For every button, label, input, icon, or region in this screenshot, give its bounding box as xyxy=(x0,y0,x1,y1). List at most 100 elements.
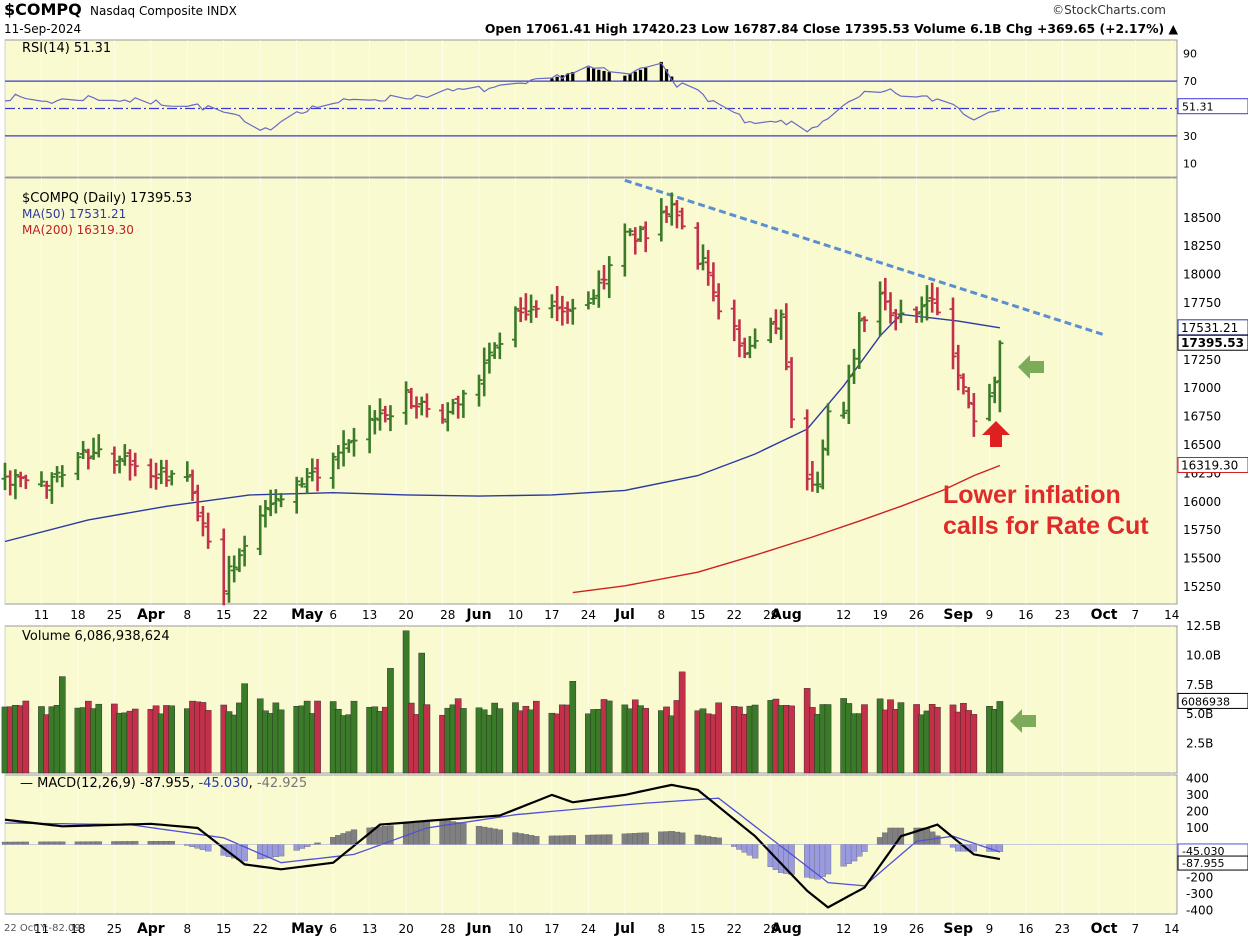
price-bar xyxy=(423,393,431,418)
x-tick-label: 6 xyxy=(329,608,337,622)
x-tick-label: 26 xyxy=(909,922,924,936)
price-tick-label: 17000 xyxy=(1183,381,1221,395)
annotations xyxy=(982,355,1044,733)
x-tick-label: 9 xyxy=(986,608,994,622)
price-bar xyxy=(949,297,957,370)
x-tick-label: 22 xyxy=(253,922,268,936)
x-tick-label: 24 xyxy=(581,608,596,622)
x-tick-label: 10 xyxy=(508,922,523,936)
volume-last-value-box xyxy=(1177,692,1248,709)
volume-bar xyxy=(897,702,905,774)
macd-histogram-bar xyxy=(824,844,832,875)
macd-last: -87.955 xyxy=(1182,857,1224,870)
rsi-tick-label: 70 xyxy=(1183,75,1197,88)
x-tick-label: 13 xyxy=(362,922,377,936)
x-tick-label: 18 xyxy=(70,608,85,622)
x-tick-label: 19 xyxy=(872,922,887,936)
price-bar xyxy=(168,470,176,486)
macd-histogram-bar xyxy=(996,844,1004,852)
volume-bar xyxy=(402,630,410,774)
price-bar xyxy=(892,309,900,331)
price-bar xyxy=(636,225,644,243)
price-bar xyxy=(241,535,249,567)
macd-tick-label: 300 xyxy=(1186,788,1209,802)
x-tick-label: 25 xyxy=(107,922,122,936)
x-tick-label: 12 xyxy=(836,608,851,622)
price-bar xyxy=(235,548,243,573)
x-tick-label: 18 xyxy=(70,922,85,936)
price-bar xyxy=(116,455,124,474)
rate-cut-annotation: Lower inflation calls for Rate Cut xyxy=(943,480,1149,542)
macd-histogram-bar xyxy=(788,844,795,875)
price-bar xyxy=(751,328,759,349)
x-tick-label: 11 xyxy=(34,922,49,936)
annotation-line-2: calls for Rate Cut xyxy=(943,512,1149,540)
macd-histogram-bar xyxy=(350,829,358,845)
price-bar xyxy=(782,303,790,371)
ma200-line xyxy=(572,464,1001,594)
macd-histogram-bar xyxy=(204,844,212,852)
price-bar xyxy=(663,205,671,223)
price-bar xyxy=(37,471,45,488)
macd-tick-label: -400 xyxy=(1186,904,1213,918)
price-bar xyxy=(996,340,1004,413)
price-bar xyxy=(413,396,421,419)
rsi-title: RSI(14) 51.31 xyxy=(22,41,111,56)
macd-value: -87.955 xyxy=(140,776,190,791)
close-last-value-box xyxy=(1177,334,1248,351)
volume-bar xyxy=(58,676,66,774)
x-tick-label: Jul xyxy=(614,921,635,936)
price-bar xyxy=(855,312,863,369)
price-bar xyxy=(517,297,525,323)
price-bar xyxy=(267,489,275,517)
price-bar xyxy=(329,452,337,489)
macd-title: — MACD(12,26,9) -87.955, -45.030, -42.92… xyxy=(20,776,307,791)
price-bar xyxy=(803,409,811,491)
macd-histogram-bar xyxy=(496,829,503,845)
macd-histogram-bar xyxy=(132,841,139,845)
price-bar xyxy=(53,466,61,483)
macd-histogram-bar xyxy=(22,841,29,845)
price-bar xyxy=(204,512,212,549)
x-tick-label: 8 xyxy=(183,608,191,622)
x-tick-label: 16 xyxy=(1018,922,1033,936)
macd-histogram-bar xyxy=(642,832,649,845)
x-tick-label: 8 xyxy=(657,922,665,936)
ma200-last-value: 16319.30 xyxy=(1181,458,1238,472)
x-tick-label: May xyxy=(291,607,323,623)
volume-bar xyxy=(95,703,103,774)
macd-hist-value: -42.925 xyxy=(257,776,307,791)
price-bar xyxy=(913,306,921,323)
macd-tick-label: 400 xyxy=(1186,771,1209,785)
volume-bar xyxy=(569,681,577,774)
price-bar xyxy=(819,439,827,490)
macd-title-text: MACD(12,26,9) xyxy=(37,776,136,791)
price-bar xyxy=(272,489,280,514)
rsi-tick-label: 90 xyxy=(1183,48,1197,61)
price-bar xyxy=(558,295,566,326)
x-tick-label: 19 xyxy=(872,608,887,622)
macd-histogram-bar xyxy=(934,835,941,845)
x-tick-label: 6 xyxy=(329,922,337,936)
volume-bar xyxy=(715,702,722,774)
x-tick-label: 23 xyxy=(1055,608,1070,622)
x-tick-label: 22 xyxy=(727,922,742,936)
price-bar xyxy=(631,227,639,255)
volume-bar xyxy=(824,704,832,774)
macd-histogram-bar xyxy=(59,841,66,845)
price-tick-label: 18000 xyxy=(1183,268,1221,282)
volume-tick-label: 2.5B xyxy=(1186,737,1213,751)
resistance-trendline xyxy=(624,178,1105,337)
price-tick-label: 17750 xyxy=(1183,296,1221,310)
volume-bar xyxy=(996,701,1004,774)
price-bar xyxy=(459,389,467,418)
price-bar xyxy=(402,381,410,425)
price-bar xyxy=(730,299,738,342)
rsi-panel: 907050301051.31 xyxy=(4,39,1248,178)
cursor-readout: 22 Oct Y:-82.09 xyxy=(4,923,81,934)
x-tick-label: 12 xyxy=(836,922,851,936)
macd-histogram-bar xyxy=(460,823,467,845)
price-bar xyxy=(887,292,895,324)
ma50-last-value: 17531.21 xyxy=(1181,321,1238,335)
volume-bar xyxy=(387,668,394,774)
